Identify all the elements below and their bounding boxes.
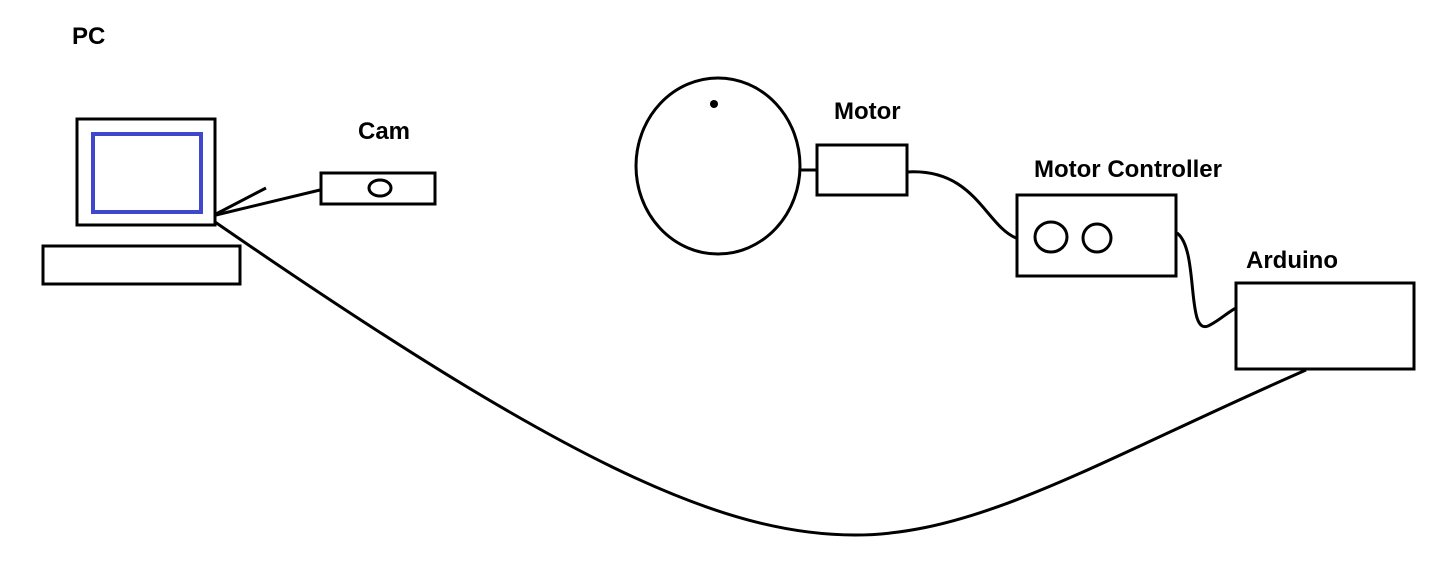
wheel-disc <box>634 76 802 256</box>
camera-body <box>319 171 437 206</box>
arduino-label: Arduino <box>1246 247 1338 274</box>
motor-controller-knob-1 <box>1033 220 1069 254</box>
cam-cable-plug <box>215 186 267 216</box>
cam-label: Cam <box>358 118 411 145</box>
pc-label: PC <box>72 23 106 50</box>
pc-screen <box>91 132 203 214</box>
pc-keyboard <box>41 244 242 286</box>
motor-box <box>815 143 909 197</box>
wheel <box>634 76 802 256</box>
camera-lens <box>367 178 393 198</box>
motor-controller-knob-2 <box>1081 222 1113 254</box>
motor-to-controller-cable <box>906 170 1017 240</box>
motor-label: Motor <box>834 98 901 125</box>
motor-controller-box <box>1015 193 1178 278</box>
motor-controller <box>1015 193 1178 278</box>
motor-controller-label: Motor Controller <box>1034 156 1222 183</box>
pc-computer <box>41 117 242 286</box>
wheel-marker-dot <box>710 100 718 108</box>
camera <box>319 171 437 206</box>
arduino-to-pc-cable <box>214 220 1307 537</box>
pc-monitor <box>75 117 217 227</box>
controller-to-arduino-cable <box>1175 231 1237 329</box>
cam-to-pc-cable <box>215 188 321 217</box>
arduino-box <box>1234 281 1416 371</box>
